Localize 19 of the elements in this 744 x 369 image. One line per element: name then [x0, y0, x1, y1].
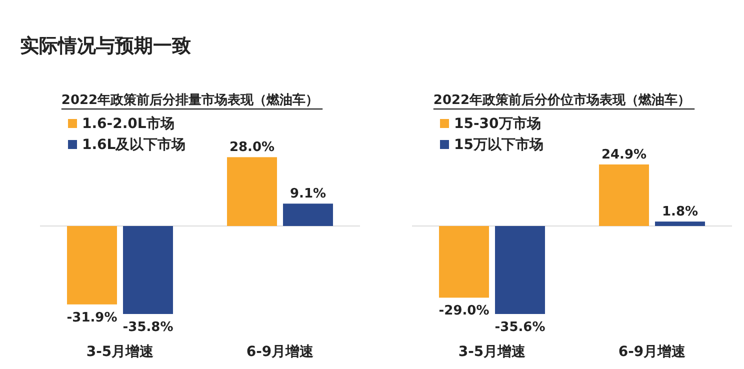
data-label: -31.9% [66, 310, 118, 326]
chart-title: 2022年政策前后分排量市场表现（燃油车） [61, 92, 319, 108]
data-label: 1.8% [662, 204, 698, 220]
x-tick-label: 6-9月增速 [246, 344, 315, 360]
text: 实际情况与预期一致 [20, 35, 191, 57]
data-label: 28.0% [229, 140, 275, 156]
data-label: 24.9% [601, 147, 647, 162]
chart-title: 2022年政策前后分价位市场表现（燃油车） [433, 92, 691, 108]
data-label: -29.0% [438, 304, 490, 319]
legend-label: 1.6L及以下市场 [82, 136, 186, 153]
legend-label: 15-30万市场 [454, 115, 541, 132]
data-label: 9.1% [290, 186, 326, 202]
legend-label: 1.6-2.0L市场 [82, 115, 174, 132]
data-label: -35.8% [122, 320, 174, 335]
x-tick-label: 6-9月增速 [618, 344, 687, 360]
legend-label: 15万以下市场 [454, 136, 544, 153]
data-label: -35.6% [494, 320, 546, 335]
x-tick-label: 3-5月增速 [86, 344, 155, 360]
x-tick-label: 3-5月增速 [458, 344, 527, 360]
